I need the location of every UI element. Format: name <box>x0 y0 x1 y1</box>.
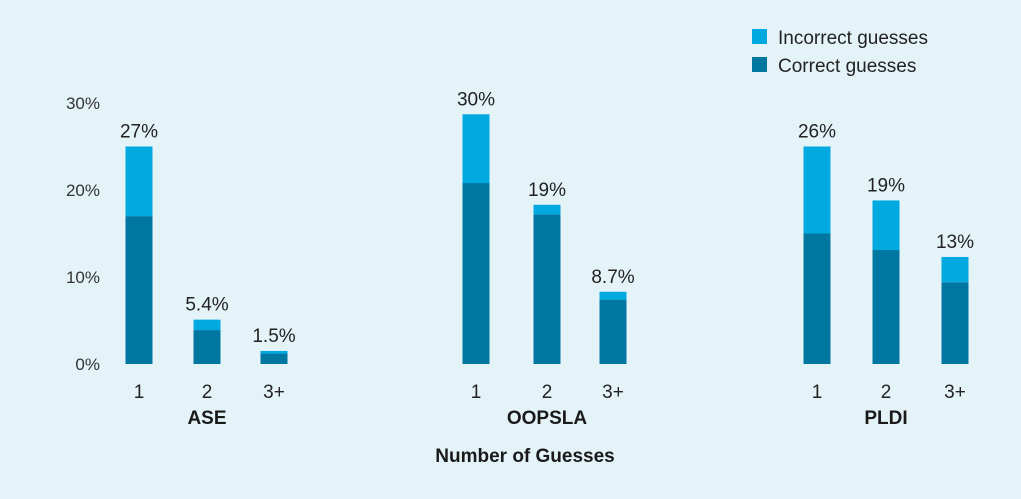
bar-correct-oopsla-2 <box>533 214 561 364</box>
x-tick-label: 3+ <box>944 382 966 403</box>
data-label: 1.5% <box>252 326 295 347</box>
bar-correct-pldi-3 <box>941 282 969 364</box>
bar-correct-pldi-2 <box>872 250 900 364</box>
bar-incorrect-pldi-2 <box>872 200 900 251</box>
x-tick-label: 3+ <box>602 382 624 403</box>
x-ticks: 1 2 3+ 1 2 3+ 1 2 3+ <box>134 382 966 403</box>
x-tick-label: 2 <box>202 382 213 403</box>
y-tick-label: 30% <box>66 94 100 113</box>
bar-correct-oopsla-1 <box>462 183 490 364</box>
group-label-pldi: PLDI <box>864 408 907 429</box>
x-tick-label: 1 <box>471 382 482 403</box>
legend: Incorrect guesses Correct guesses <box>752 28 928 77</box>
bar-incorrect-pldi-1 <box>803 146 831 234</box>
bar-incorrect-ase-2 <box>193 319 221 331</box>
data-labels: 27% 5.4% 1.5% 30% 19% 8.7% 26% 19% 13% <box>120 89 974 347</box>
y-tick-label: 0% <box>75 355 100 374</box>
bar-incorrect-oopsla-2 <box>533 204 561 215</box>
x-tick-label: 2 <box>881 382 892 403</box>
bar-correct-oopsla-3 <box>599 299 627 364</box>
y-tick-label: 10% <box>66 268 100 287</box>
data-label: 19% <box>867 175 905 196</box>
y-tick-label: 20% <box>66 181 100 200</box>
bar-incorrect-ase-3 <box>260 350 288 354</box>
y-axis: 0% 10% 20% 30% <box>66 94 100 374</box>
bar-incorrect-oopsla-3 <box>599 291 627 300</box>
data-label: 19% <box>528 180 566 201</box>
x-tick-label: 1 <box>812 382 823 403</box>
group-label-ase: ASE <box>187 408 226 429</box>
x-tick-label: 3+ <box>263 382 285 403</box>
bar-incorrect-ase-1 <box>125 146 153 217</box>
bar-incorrect-oopsla-1 <box>462 114 490 184</box>
x-tick-label: 2 <box>542 382 553 403</box>
legend-swatch-incorrect <box>752 29 767 44</box>
bar-correct-ase-1 <box>125 216 153 364</box>
data-label: 5.4% <box>185 295 228 316</box>
bar-correct-ase-2 <box>193 330 221 364</box>
bar-incorrect-pldi-3 <box>941 256 969 283</box>
data-label: 27% <box>120 122 158 143</box>
data-label: 30% <box>457 89 495 110</box>
group-labels: ASE OOPSLA PLDI <box>187 408 907 429</box>
data-label: 8.7% <box>591 267 634 288</box>
group-label-oopsla: OOPSLA <box>507 408 588 429</box>
bars <box>125 114 969 364</box>
x-axis-title: Number of Guesses <box>435 446 615 467</box>
x-tick-label: 1 <box>134 382 145 403</box>
bar-correct-pldi-1 <box>803 233 831 364</box>
data-label: 13% <box>936 232 974 253</box>
legend-label-correct: Correct guesses <box>778 56 916 77</box>
bar-correct-ase-3 <box>260 353 288 364</box>
data-label: 26% <box>798 122 836 143</box>
legend-swatch-correct <box>752 57 767 72</box>
legend-label-incorrect: Incorrect guesses <box>778 28 928 49</box>
